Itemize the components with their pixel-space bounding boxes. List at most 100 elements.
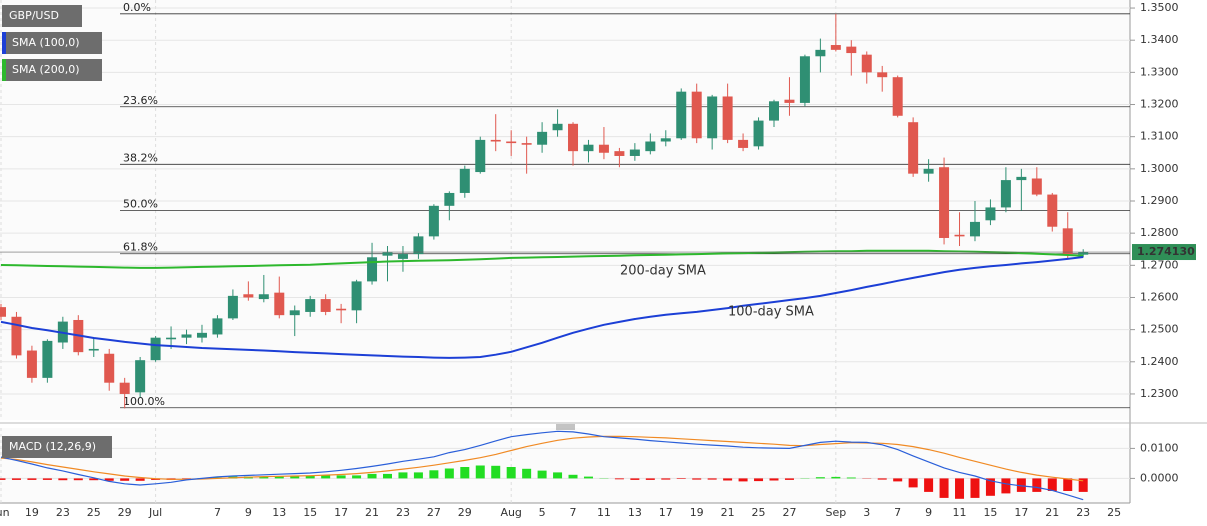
x-tick-label: 11 (597, 506, 611, 519)
candle-body (799, 56, 810, 103)
candle-body (830, 45, 841, 50)
y-tick-label: 1.3200 (1140, 98, 1179, 111)
candle-body (1047, 194, 1058, 227)
histogram-bar (58, 478, 68, 481)
x-tick-label: 9 (245, 506, 252, 519)
histogram-bar (413, 472, 423, 479)
histogram-bar (1047, 478, 1057, 491)
candle-body (722, 96, 733, 140)
histogram-bar (290, 476, 300, 479)
histogram-bar (831, 476, 841, 479)
histogram-bar (398, 472, 408, 479)
candle-body (1000, 180, 1011, 208)
histogram-bar (955, 478, 965, 499)
histogram-bar (707, 478, 717, 480)
x-tick-label: 13 (628, 506, 642, 519)
histogram-bar (0, 478, 6, 480)
legend-box[interactable] (2, 59, 102, 81)
x-tick-label: 29 (118, 506, 132, 519)
candle-body (351, 281, 362, 311)
histogram-bar (491, 465, 501, 479)
x-tick-label: 27 (427, 506, 441, 519)
histogram-bar (120, 478, 130, 481)
histogram-bar (259, 476, 269, 479)
x-tick-label: 19 (25, 506, 39, 519)
x-tick-label: 17 (659, 506, 673, 519)
histogram-bar (383, 473, 392, 479)
candle-body (676, 91, 687, 139)
histogram-bar (73, 478, 83, 481)
y-tick-label: 1.2600 (1140, 290, 1179, 303)
histogram-bar (42, 478, 52, 480)
x-tick-label: 27 (782, 506, 796, 519)
x-tick-label: 9 (925, 506, 932, 519)
candle-body (738, 139, 749, 148)
x-tick-label: 25 (1107, 506, 1121, 519)
candle-body (243, 294, 254, 298)
divider-handle[interactable] (556, 424, 575, 430)
candle-body (769, 101, 779, 121)
candle-body (305, 299, 316, 312)
histogram-bar (553, 472, 563, 479)
histogram-bar (893, 478, 903, 482)
x-tick-label: 13 (272, 506, 286, 519)
y-tick-label: 0.0100 (1140, 441, 1179, 454)
candle-body (274, 292, 285, 316)
y-tick-label: 1.2500 (1140, 323, 1179, 336)
histogram-bar (568, 474, 578, 479)
candle-body (428, 205, 439, 237)
fib-label: 61.8% (123, 241, 158, 254)
candle-body (166, 337, 177, 340)
histogram-bar (1063, 478, 1073, 491)
legend-box[interactable] (2, 436, 112, 458)
candle-body (336, 308, 347, 311)
macd-title: MACD (12,26,9) (9, 440, 96, 453)
histogram-bar (939, 478, 949, 498)
x-tick-label: 21 (1045, 506, 1059, 519)
x-tick-label: 23 (396, 506, 410, 519)
candle-body (490, 139, 501, 142)
x-tick-label: 23 (56, 506, 70, 519)
y-tick-label: 0.0000 (1140, 471, 1179, 484)
histogram-bar (506, 467, 516, 479)
histogram-bar (908, 478, 918, 488)
y-tick-label: 1.2700 (1140, 258, 1179, 271)
histogram-bar (475, 465, 485, 479)
y-tick-label: 1.2800 (1140, 226, 1179, 239)
y-tick-label: 1.2900 (1140, 194, 1179, 207)
candle-body (568, 123, 579, 152)
legend-swatch (2, 32, 6, 54)
x-tick-label: 15 (303, 506, 317, 519)
histogram-bar (738, 478, 748, 482)
histogram-bar (1016, 478, 1026, 492)
candle-body (475, 139, 486, 173)
histogram-bar (970, 478, 980, 498)
x-tick-label: Sep (825, 506, 846, 519)
candle-body (660, 138, 671, 142)
histogram-bar (460, 467, 470, 479)
histogram-bar (661, 478, 671, 480)
fib-label: 38.2% (123, 151, 158, 164)
legend-box[interactable] (2, 5, 82, 27)
histogram-bar (924, 478, 934, 492)
candle-body (784, 99, 795, 103)
candle-body (397, 254, 408, 259)
candle-body (969, 221, 980, 237)
candle-body (459, 168, 470, 193)
candle-body (861, 54, 872, 73)
histogram-bar (1001, 478, 1011, 494)
legend-box[interactable] (2, 32, 102, 54)
x-tick-label: 7 (570, 506, 577, 519)
candle-body (753, 120, 764, 147)
candle-body (954, 234, 965, 237)
candle-body (320, 299, 331, 312)
candle-body (119, 382, 130, 394)
histogram-bar (1032, 478, 1042, 492)
candle-body (537, 131, 548, 145)
x-tick-label: 7 (214, 506, 221, 519)
line (0, 256, 1084, 359)
x-tick-label: 7 (894, 506, 901, 519)
candle-body (212, 318, 223, 335)
candle-body (892, 77, 903, 116)
